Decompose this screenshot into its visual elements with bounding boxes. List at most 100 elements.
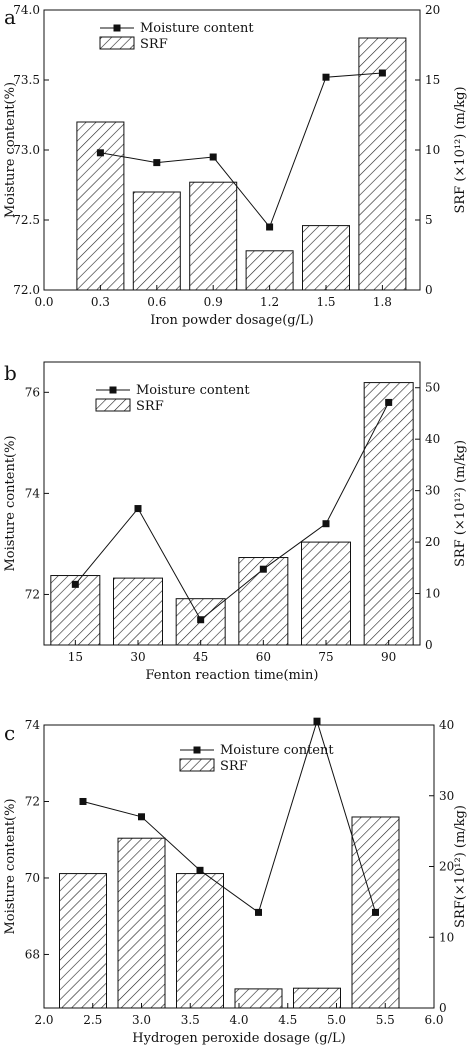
y-tick-label: 70 [25, 871, 40, 885]
moisture-point [79, 797, 87, 805]
srf-bar [293, 987, 341, 1009]
srf-bar [113, 577, 163, 646]
y2-tick-label: 0 [425, 638, 433, 652]
y2-tick-label: 5 [425, 213, 433, 227]
y-tick-label: 72 [25, 587, 40, 601]
moisture-point [322, 73, 330, 81]
srf-bar [59, 873, 107, 1009]
panel-label: b [4, 361, 17, 385]
y-tick-label: 72 [25, 794, 40, 808]
y2-tick-label: 15 [425, 73, 440, 87]
x-tick-label: 15 [68, 650, 83, 664]
y2-tick-label: 40 [425, 432, 440, 446]
moisture-line [74, 402, 390, 621]
x-tick-label: 0.6 [147, 295, 166, 309]
y-tick-label: 76 [25, 385, 40, 399]
srf-bar [176, 873, 224, 1009]
moisture-point [209, 153, 217, 161]
x-axis-label: Fenton reaction time(min) [146, 668, 319, 683]
srf-bar [358, 37, 407, 291]
moisture-point [322, 520, 330, 528]
panel-label: a [4, 5, 16, 29]
moisture-point [255, 908, 262, 916]
x-tick-label: 0.0 [34, 295, 53, 309]
moisture-point [71, 580, 79, 588]
moisture-line [100, 72, 383, 228]
x-tick-label: 5.5 [376, 1013, 395, 1027]
legend-marker-swatch [109, 386, 117, 394]
x-tick-label: 1.8 [373, 295, 392, 309]
legend-label: Moisture content [140, 21, 254, 36]
legend-bar-swatch [99, 36, 135, 50]
x-tick-label: 1.5 [316, 295, 335, 309]
x-tick-label: 45 [193, 650, 208, 664]
y-tick-label: 72.0 [13, 283, 40, 297]
y2-tick-label: 30 [425, 484, 440, 498]
y-axis-label: Moisture content(%) [3, 82, 18, 218]
chart-panel-b: 15 30 45 60 75 90 72 74 76 0 10 20 30 40 50 Fenton reac… [3, 361, 468, 683]
legend-marker-swatch [113, 24, 121, 32]
y2-tick-label: 20 [439, 860, 454, 874]
srf-bar [234, 988, 283, 1009]
legend-marker-swatch [193, 746, 201, 754]
moisture-point [259, 565, 267, 573]
moisture-point [153, 159, 161, 167]
x-tick-label: 4.5 [278, 1013, 297, 1027]
y-tick-label: 74.0 [13, 3, 40, 17]
y2-tick-label: 0 [425, 283, 433, 297]
y2-tick-label: 0 [439, 1001, 447, 1015]
moisture-point [378, 69, 386, 77]
legend-label: Moisture content [136, 383, 250, 398]
moisture-point [385, 398, 393, 406]
y-tick-label: 74 [25, 718, 41, 732]
y2-tick-label: 20 [425, 3, 440, 17]
x-tick-label: 0.3 [91, 295, 110, 309]
moisture-point [134, 505, 142, 513]
chart-panel-a: 0.0 0.3 0.6 0.9 1.2 1.5 1.8 72.0 72.5 73.0 73.5 74.… [3, 3, 468, 328]
x-tick-label: 0.9 [204, 295, 223, 309]
x-tick-label: 2.0 [34, 1013, 53, 1027]
x-tick-label: 3.5 [181, 1013, 200, 1027]
moisture-point [372, 908, 379, 916]
moisture-point [313, 717, 321, 725]
moisture-point [196, 866, 204, 874]
moisture-point [197, 616, 205, 624]
x-tick-label: 30 [130, 650, 145, 664]
x-axis-label: Hydrogen peroxide dosage (g/L) [132, 1031, 345, 1046]
srf-bar [132, 191, 181, 291]
x-tick-label: 6.0 [424, 1013, 443, 1027]
panel-label: c [4, 721, 15, 745]
plot-frame [43, 361, 421, 646]
y2-axis-label: SRF (×10¹²) (m/kg) [453, 86, 468, 213]
moisture-line [82, 719, 376, 914]
y2-tick-label: 40 [439, 718, 454, 732]
legend-label: SRF [220, 759, 248, 774]
legend-bar-swatch [179, 758, 215, 772]
srf-bar [302, 225, 350, 291]
y2-tick-label: 30 [439, 789, 454, 803]
y2-axis-label: SRF(×10¹²) (m/kg) [453, 805, 468, 928]
srf-bar [363, 382, 414, 646]
x-tick-label: 3.0 [132, 1013, 151, 1027]
x-tick-label: 90 [381, 650, 396, 664]
x-tick-label: 4.0 [229, 1013, 248, 1027]
x-tick-label: 5.0 [327, 1013, 346, 1027]
chart-panel-c: 2.0 2.5 3.0 3.5 4.0 4.5 5.0 5.5 6.0 68 70 72 74 0 10 20… [3, 717, 468, 1046]
srf-bar [189, 181, 238, 291]
legend-label: SRF [136, 399, 164, 414]
y2-tick-label: 10 [425, 587, 440, 601]
x-axis-label: Iron powder dosage(g/L) [150, 313, 313, 328]
x-tick-label: 1.2 [260, 295, 279, 309]
legend-bar-swatch [95, 398, 131, 412]
y2-tick-label: 10 [439, 930, 454, 944]
y2-tick-label: 50 [425, 381, 440, 395]
y-tick-label: 74 [25, 486, 41, 500]
y-tick-label: 68 [25, 947, 40, 961]
srf-bar [245, 250, 294, 291]
legend-label: SRF [140, 37, 168, 52]
x-tick-label: 2.5 [83, 1013, 102, 1027]
moisture-point [138, 813, 145, 821]
srf-bar [117, 837, 166, 1009]
legend-label: Moisture content [220, 743, 334, 758]
